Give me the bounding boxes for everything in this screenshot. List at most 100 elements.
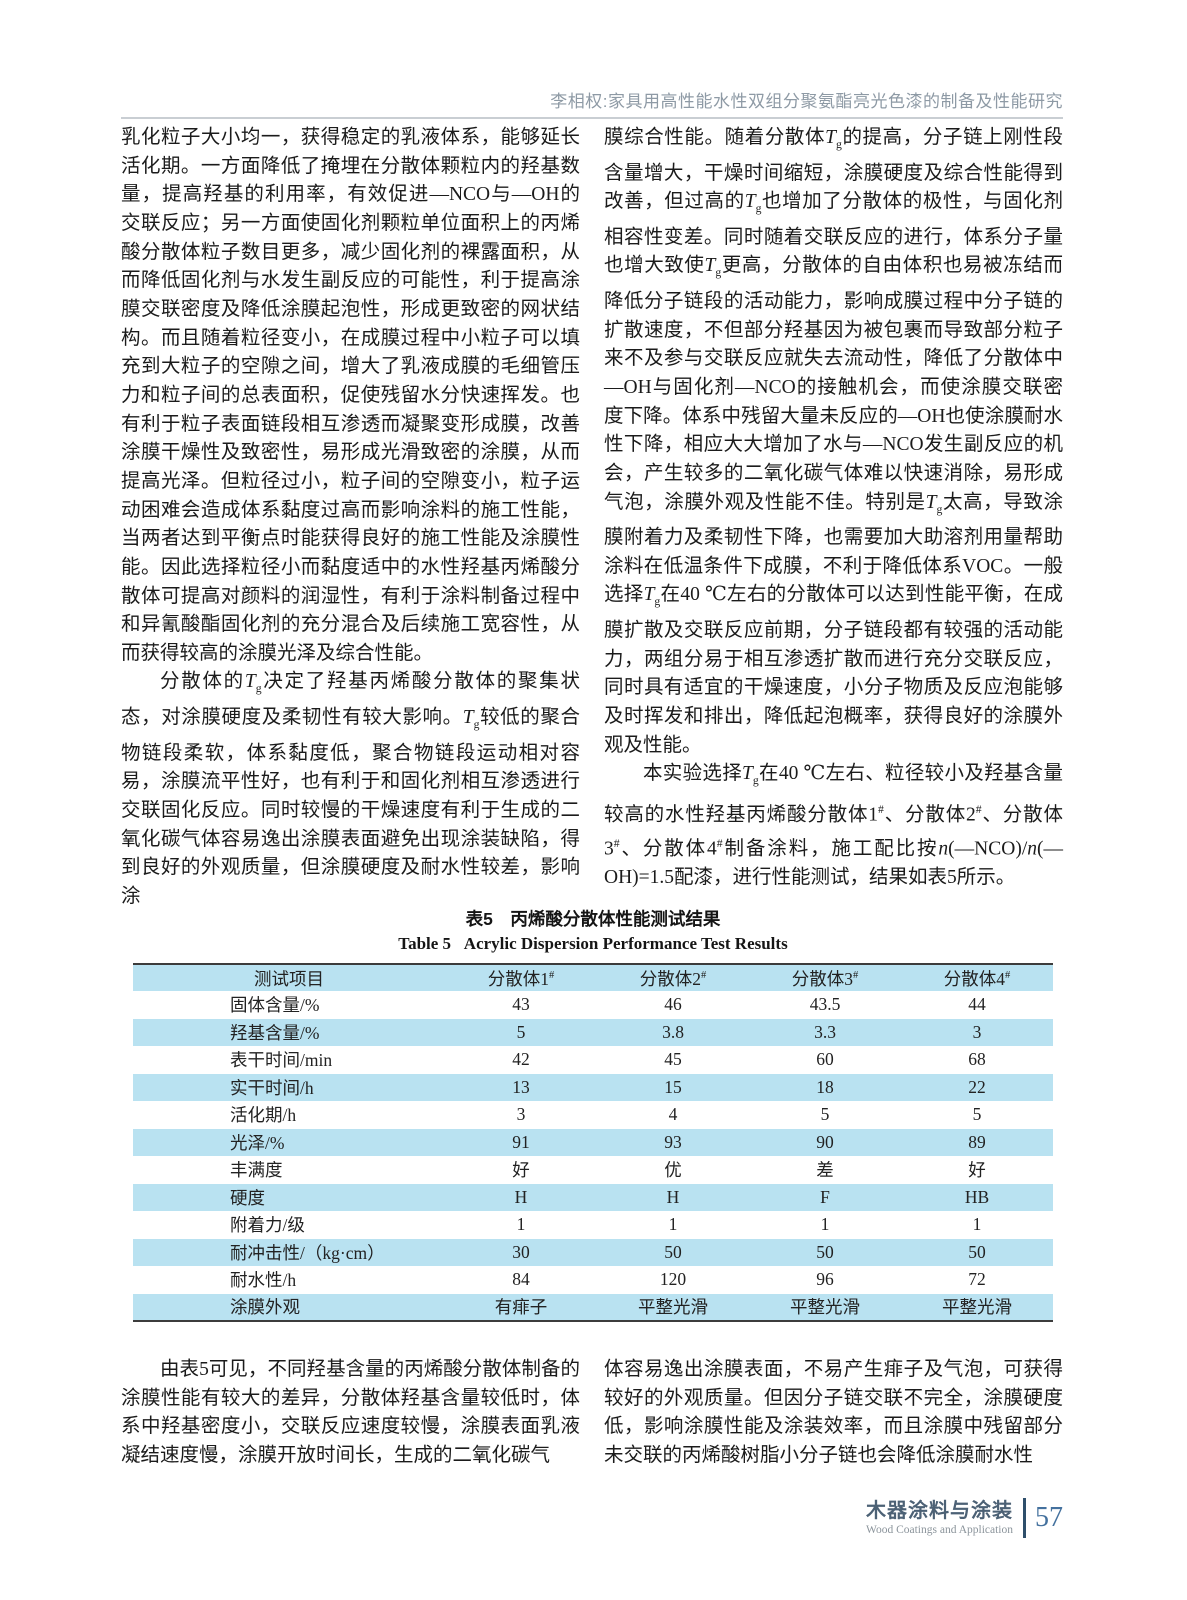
- cell: 1: [972, 1214, 982, 1235]
- cell: 差: [816, 1160, 834, 1181]
- table-row: 光泽/% 91 93 90 89: [133, 1128, 1053, 1156]
- table-header-row: 测试项目 分散体1# 分散体2# 分散体3# 分散体4#: [133, 964, 1053, 991]
- row-label: 活化期/h: [230, 1105, 297, 1126]
- row-label: 耐冲击性/（kg·cm）: [230, 1242, 385, 1263]
- cell: HB: [964, 1186, 990, 1207]
- cell: 平整光滑: [790, 1297, 860, 1318]
- cell: 50: [664, 1241, 682, 1262]
- cell: 68: [968, 1049, 986, 1070]
- column-header: 分散体3#: [791, 968, 859, 989]
- journal-name-block: 木器涂料与涂装 Wood Coatings and Application: [866, 1500, 1013, 1537]
- row-label: 丰满度: [230, 1160, 283, 1181]
- column-header: 分散体4#: [943, 968, 1011, 989]
- cell: 18: [816, 1076, 834, 1097]
- cell: 50: [816, 1241, 834, 1262]
- body-paragraph: 由表5可见，不同羟基含量的丙烯酸分散体制备的涂膜性能有较大的差异，分散体羟基含量…: [121, 1359, 580, 1466]
- cell: 84: [512, 1269, 530, 1290]
- journal-name-en: Wood Coatings and Application: [866, 1523, 1013, 1536]
- cell: 有痱子: [494, 1297, 548, 1318]
- header-divider: [121, 117, 1063, 119]
- cell: 50: [968, 1241, 986, 1262]
- cell: 91: [512, 1131, 530, 1152]
- table-row: 耐水性/h 84 120 96 72: [133, 1266, 1053, 1294]
- cell: 60: [816, 1049, 834, 1070]
- table-row: 固体含量/% 43 46 43.5 44: [133, 991, 1053, 1019]
- table-row: 涂膜外观 有痱子 平整光滑 平整光滑 平整光滑: [133, 1293, 1053, 1321]
- cell: 1: [516, 1214, 526, 1235]
- table-row: 实干时间/h 13 15 18 22: [133, 1073, 1053, 1101]
- row-label: 实干时间/h: [230, 1077, 314, 1098]
- footer-divider-bar: [1023, 1498, 1026, 1538]
- body-paragraph: 膜综合性能。随着分散体Tg的提高，分子链上刚性段含量增大，干燥时间缩短，涂膜硬度…: [604, 127, 1063, 756]
- row-label: 耐水性/h: [230, 1270, 297, 1291]
- cell: 22: [968, 1076, 986, 1097]
- page-number: 57: [1035, 1502, 1063, 1533]
- row-label: 光泽/%: [230, 1132, 285, 1153]
- column-header: 分散体2#: [639, 968, 707, 989]
- cell: 43.5: [809, 994, 841, 1015]
- text-column-right: 膜综合性能。随着分散体Tg的提高，分子链上刚性段含量增大，干燥时间缩短，涂膜硬度…: [604, 124, 1063, 893]
- row-label: 羟基含量/%: [230, 1022, 320, 1043]
- cell: 44: [968, 994, 986, 1015]
- table-row: 附着力/级 1 1 1 1: [133, 1211, 1053, 1239]
- row-label: 涂膜外观: [230, 1297, 300, 1318]
- cell: H: [666, 1186, 680, 1207]
- body-paragraph: 本实验选择Tg在40 ℃左右、粒径较小及羟基含量较高的水性羟基丙烯酸分散体1#、…: [604, 763, 1063, 889]
- cell: 3.3: [814, 1021, 836, 1042]
- table-row: 表干时间/min 42 45 60 68: [133, 1046, 1053, 1074]
- cell: H: [514, 1186, 528, 1207]
- cell: 15: [664, 1076, 682, 1097]
- cell: 89: [968, 1131, 986, 1152]
- cell: 72: [968, 1269, 986, 1290]
- table-row: 丰满度 好 优 差 好: [133, 1156, 1053, 1184]
- cell: 42: [512, 1049, 530, 1070]
- cell: 45: [664, 1049, 682, 1070]
- cell: 30: [512, 1241, 530, 1262]
- table-caption-zh: 表5 丙烯酸分散体性能测试结果: [465, 909, 721, 929]
- body-paragraph: 体容易逸出涂膜表面，不易产生痱子及气泡，可获得较好的外观质量。但因分子链交联不完…: [604, 1359, 1063, 1466]
- cell: 93: [664, 1131, 682, 1152]
- cell: 43: [512, 994, 530, 1015]
- cell: 5: [972, 1104, 982, 1125]
- cell: 3.8: [662, 1021, 684, 1042]
- cell: 1: [668, 1214, 678, 1235]
- table-caption-en: Table 5 Acrylic Dispersion Performance T…: [398, 934, 788, 953]
- cell: 平整光滑: [942, 1297, 1012, 1318]
- cell: 优: [664, 1160, 682, 1181]
- cell: 120: [659, 1269, 687, 1290]
- body-paragraph: 分散体的Tg决定了羟基丙烯酸分散体的聚集状态，对涂膜硬度及柔韧性有较大影响。Tg…: [121, 671, 580, 907]
- body-paragraph: 乳化粒子大小均一，获得稳定的乳液体系，能够延长活化期。一方面降低了掩埋在分散体颗…: [121, 127, 580, 664]
- row-label: 附着力/级: [230, 1215, 305, 1236]
- column-header: 测试项目: [254, 968, 324, 989]
- table-row: 耐冲击性/（kg·cm） 30 50 50 50: [133, 1238, 1053, 1266]
- performance-table: 测试项目 分散体1# 分散体2# 分散体3# 分散体4# 固体含量/% 43 4…: [133, 963, 1053, 1322]
- cell: 平整光滑: [638, 1297, 708, 1318]
- journal-name-zh: 木器涂料与涂装: [866, 1499, 1013, 1522]
- cell: 90: [816, 1131, 834, 1152]
- page-footer: 木器涂料与涂装 Wood Coatings and Application 57: [660, 1498, 1063, 1538]
- cell: 46: [664, 994, 682, 1015]
- cell: 1: [820, 1214, 830, 1235]
- table-row: 羟基含量/% 5 3.8 3.3 3: [133, 1018, 1053, 1046]
- cell: 4: [668, 1104, 678, 1125]
- cell: 好: [512, 1160, 530, 1181]
- row-label: 表干时间/min: [230, 1050, 333, 1071]
- text-column-bottom-left: 由表5可见，不同羟基含量的丙烯酸分散体制备的涂膜性能有较大的差异，分散体羟基含量…: [121, 1356, 580, 1471]
- cell: 13: [512, 1076, 530, 1097]
- cell: 5: [820, 1104, 830, 1125]
- text-column-left: 乳化粒子大小均一，获得稳定的乳液体系，能够延长活化期。一方面降低了掩埋在分散体颗…: [121, 124, 580, 912]
- table-row: 硬度 H H F HB: [133, 1183, 1053, 1211]
- running-head: 李相权:家具用高性能水性双组分聚氨酯亮光色漆的制备及性能研究: [550, 92, 1063, 111]
- cell: 96: [816, 1269, 834, 1290]
- table-row: 活化期/h 3 4 5 5: [133, 1101, 1053, 1129]
- cell: 3: [516, 1104, 526, 1125]
- row-label: 固体含量/%: [230, 995, 320, 1016]
- row-label: 硬度: [230, 1187, 265, 1208]
- cell: 3: [972, 1021, 982, 1042]
- cell: F: [820, 1186, 830, 1207]
- text-column-bottom-right: 体容易逸出涂膜表面，不易产生痱子及气泡，可获得较好的外观质量。但因分子链交联不完…: [604, 1356, 1063, 1471]
- cell: 5: [516, 1021, 526, 1042]
- column-header: 分散体1#: [487, 968, 555, 989]
- cell: 好: [968, 1160, 986, 1181]
